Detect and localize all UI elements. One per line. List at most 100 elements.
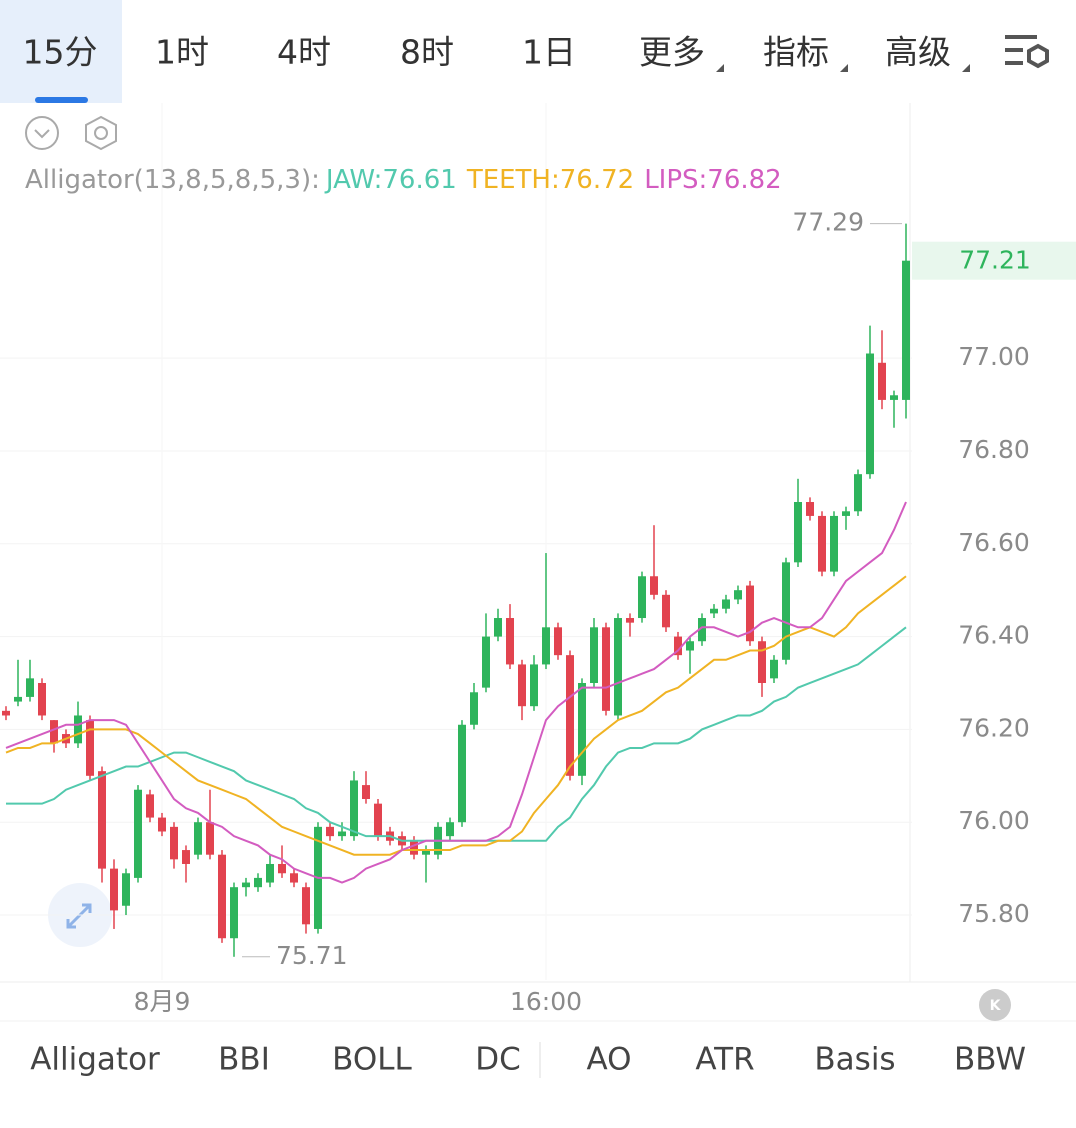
candle-body — [194, 822, 202, 855]
candle-body — [338, 831, 346, 837]
y-tick-label: 76.00 — [958, 806, 1030, 835]
dropdown-caret — [962, 64, 970, 72]
candle-body — [710, 608, 718, 614]
y-tick-label: 77.00 — [958, 342, 1030, 371]
timeframe-tab[interactable]: 指标 — [763, 33, 829, 72]
candle-body — [470, 692, 478, 725]
candle-body — [650, 576, 658, 595]
candle-body — [614, 618, 622, 716]
candle-body — [818, 515, 826, 572]
plot-area — [0, 103, 912, 980]
indicator-tab[interactable]: BOLL — [332, 1042, 412, 1078]
candle-body — [566, 655, 574, 776]
candle-body — [518, 664, 526, 707]
candle-body — [590, 627, 598, 683]
candle-body — [146, 794, 154, 818]
candle-body — [422, 850, 430, 855]
timeframe-tab[interactable]: 高级 — [885, 33, 951, 72]
indicator-tab[interactable]: Basis — [814, 1042, 895, 1078]
candle-body — [122, 873, 130, 906]
candle-body — [494, 618, 502, 637]
y-tick-label: 75.80 — [958, 899, 1030, 928]
scroll-start-icon: K — [990, 998, 1002, 1014]
timeframe-tab[interactable]: 1日 — [522, 33, 576, 72]
candle-body — [2, 710, 10, 716]
candle-body — [890, 395, 898, 400]
timeframe-tab[interactable]: 15分 — [23, 33, 98, 72]
candle-body — [770, 659, 778, 679]
settings-hex[interactable] — [85, 115, 117, 151]
last-price-box — [912, 241, 1076, 280]
y-tick-label: 76.60 — [958, 528, 1030, 557]
dropdown-caret — [716, 64, 724, 72]
candle-body — [758, 641, 766, 683]
candle-body — [626, 618, 634, 623]
high-label: 77.29 — [792, 208, 864, 237]
scroll-start-button[interactable] — [979, 989, 1011, 1021]
candle-body — [842, 511, 850, 516]
indicator-line — [5, 501, 907, 884]
candle-body — [182, 850, 190, 864]
candle-body — [638, 576, 646, 619]
candle-body — [86, 720, 94, 776]
candle-body — [686, 641, 694, 651]
candle-body — [782, 562, 790, 660]
candle-body — [902, 260, 910, 400]
candle-body — [50, 720, 58, 744]
settings-icon[interactable] — [1005, 35, 1037, 65]
settings-hex-dot — [94, 126, 108, 140]
candle-body — [290, 873, 298, 883]
indicator-legend: Alligator(13,8,5,8,5,3): JAW:76.61 TEETH:7… — [25, 165, 782, 195]
indicator-line — [5, 575, 907, 856]
timeframe-tab[interactable]: 1时 — [155, 33, 209, 72]
candle-body — [74, 715, 82, 744]
candle-body — [350, 780, 358, 837]
collapse-icon[interactable] — [25, 116, 59, 150]
candle-body — [98, 771, 106, 869]
candle-body — [542, 627, 550, 665]
candle-body — [446, 822, 454, 837]
candle-body — [110, 868, 118, 911]
candle-body — [302, 887, 310, 925]
expand-icon — [66, 903, 92, 929]
candle-body — [662, 594, 670, 628]
indicator-tab[interactable]: BBI — [218, 1042, 270, 1078]
candle-body — [170, 826, 178, 860]
y-tick-label: 76.80 — [958, 435, 1030, 464]
candle-body — [722, 599, 730, 609]
candle-body — [734, 590, 742, 600]
candle-body — [830, 515, 838, 572]
candle-body — [794, 502, 802, 563]
last-price-label: 77.21 — [959, 246, 1031, 275]
y-tick-label: 76.20 — [958, 713, 1030, 742]
active-tab-bg — [0, 0, 122, 103]
indicator-tab[interactable]: AO — [586, 1042, 631, 1078]
timeframe-tab[interactable]: 8时 — [400, 33, 454, 72]
candle-body — [134, 789, 142, 878]
indicator-tab[interactable]: DC — [475, 1042, 521, 1078]
candle-body — [230, 887, 238, 939]
candle-body — [602, 627, 610, 711]
candle-body — [326, 826, 334, 837]
timeframe-tab[interactable]: 更多 — [639, 33, 705, 72]
candle-body — [254, 877, 262, 888]
indicator-tab[interactable]: ATR — [695, 1042, 754, 1078]
candle-body — [482, 636, 490, 688]
candle-body — [374, 803, 382, 837]
candle-body — [410, 840, 418, 855]
candle-body — [578, 682, 586, 776]
indicator-params: Alligator(13,8,5,8,5,3): — [25, 165, 320, 195]
legend-entry: TEETH:76.72 — [466, 165, 634, 195]
candle-body — [458, 724, 466, 823]
x-tick-label: 8月9 — [134, 987, 191, 1016]
timeframe-tab[interactable]: 4时 — [277, 33, 331, 72]
y-tick-label: 76.40 — [958, 621, 1030, 650]
x-tick-label: 16:00 — [510, 987, 582, 1016]
indicator-tab[interactable]: Alligator — [30, 1042, 160, 1078]
settings-icon-hex — [1027, 43, 1049, 69]
indicator-tab[interactable]: BBW — [954, 1042, 1026, 1078]
candle-body — [698, 618, 706, 642]
legend-entry: LIPS:76.82 — [644, 165, 782, 195]
candle-body — [26, 678, 34, 697]
